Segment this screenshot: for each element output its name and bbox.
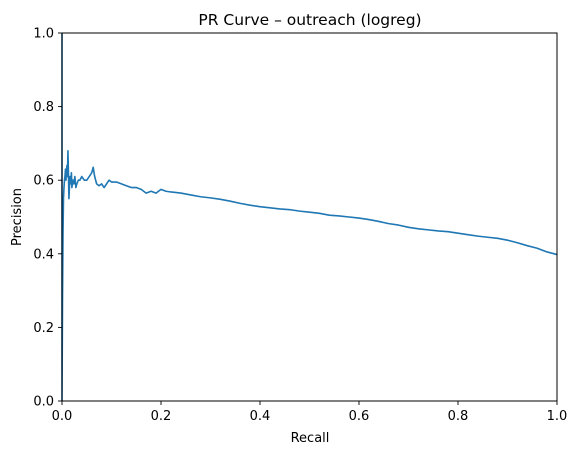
y-tick-label: 0.6 — [33, 174, 54, 189]
x-tick-label: 0.8 — [448, 409, 469, 424]
y-tick-label: 0.0 — [33, 395, 54, 410]
y-tick-label: 0.4 — [33, 247, 54, 262]
plot-frame — [61, 32, 558, 402]
y-axis: 0.0 0.2 0.4 0.6 0.8 1.0 — [33, 27, 62, 410]
x-tick-label: 0.6 — [349, 409, 370, 424]
x-tick-label: 1.0 — [547, 409, 568, 424]
pr-curve-line — [61, 33, 558, 402]
chart-title: PR Curve – outreach (logreg) — [198, 11, 421, 29]
y-axis-label: Precision — [10, 188, 25, 246]
plot-area — [61, 33, 558, 402]
x-tick-label: 0.2 — [151, 409, 172, 424]
x-axis: 0.0 0.2 0.4 0.6 0.8 1.0 — [52, 401, 568, 424]
x-tick-label: 0.4 — [250, 409, 271, 424]
y-tick-label: 0.8 — [33, 100, 54, 115]
y-tick-label: 1.0 — [33, 27, 54, 42]
x-axis-label: Recall — [291, 431, 330, 446]
x-tick-label: 0.0 — [52, 409, 73, 424]
y-tick-label: 0.2 — [33, 321, 54, 336]
